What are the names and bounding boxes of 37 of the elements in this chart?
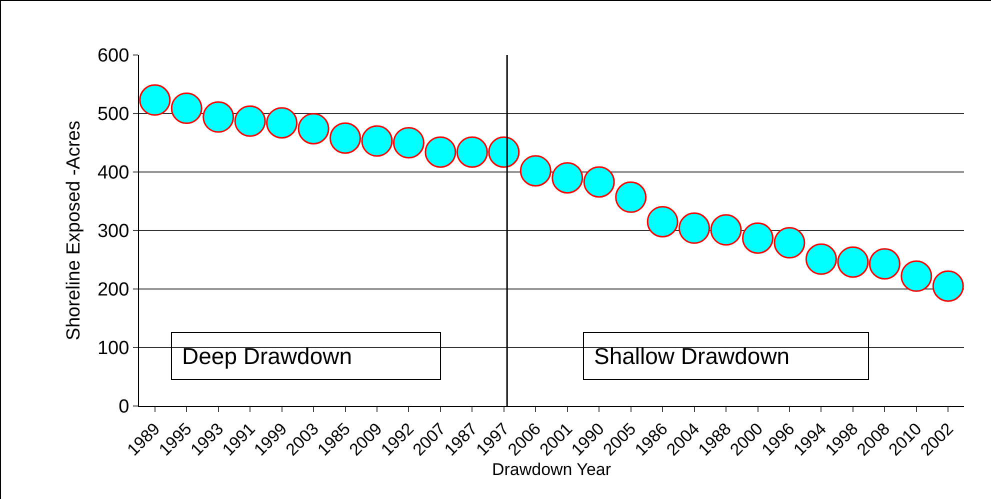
point <box>742 222 774 254</box>
point <box>837 246 869 278</box>
y-tick-label: 400 <box>97 162 130 184</box>
point <box>774 227 806 259</box>
point <box>900 260 932 292</box>
point <box>456 136 488 168</box>
y-tick-label: 0 <box>118 396 130 418</box>
x-axis-title: Drawdown Year <box>492 460 612 479</box>
y-axis-title: Shoreline Exposed -Acres <box>63 120 84 340</box>
point <box>392 127 424 158</box>
point <box>520 155 552 187</box>
point <box>583 166 615 198</box>
point <box>868 248 900 280</box>
y-tick-label: 500 <box>97 104 130 126</box>
point <box>615 181 647 213</box>
point <box>170 92 202 124</box>
y-tick-label: 300 <box>97 221 130 242</box>
y-tick-label: 600 <box>97 46 130 67</box>
point <box>361 125 393 157</box>
point <box>646 206 678 238</box>
point <box>330 122 361 154</box>
point <box>202 101 234 133</box>
annotation: Shallow Drawdown <box>594 343 790 369</box>
point <box>266 107 298 139</box>
point <box>710 214 742 246</box>
point <box>424 136 456 168</box>
point <box>932 270 964 302</box>
y-tick-label: 200 <box>97 280 130 301</box>
point <box>552 162 584 194</box>
annotation: Deep Drawdown <box>182 343 352 369</box>
point <box>298 112 330 144</box>
point <box>805 243 837 275</box>
y-tick-label: 100 <box>97 338 130 360</box>
point <box>234 105 266 137</box>
point <box>678 212 710 244</box>
point <box>139 84 171 116</box>
point <box>488 136 520 168</box>
